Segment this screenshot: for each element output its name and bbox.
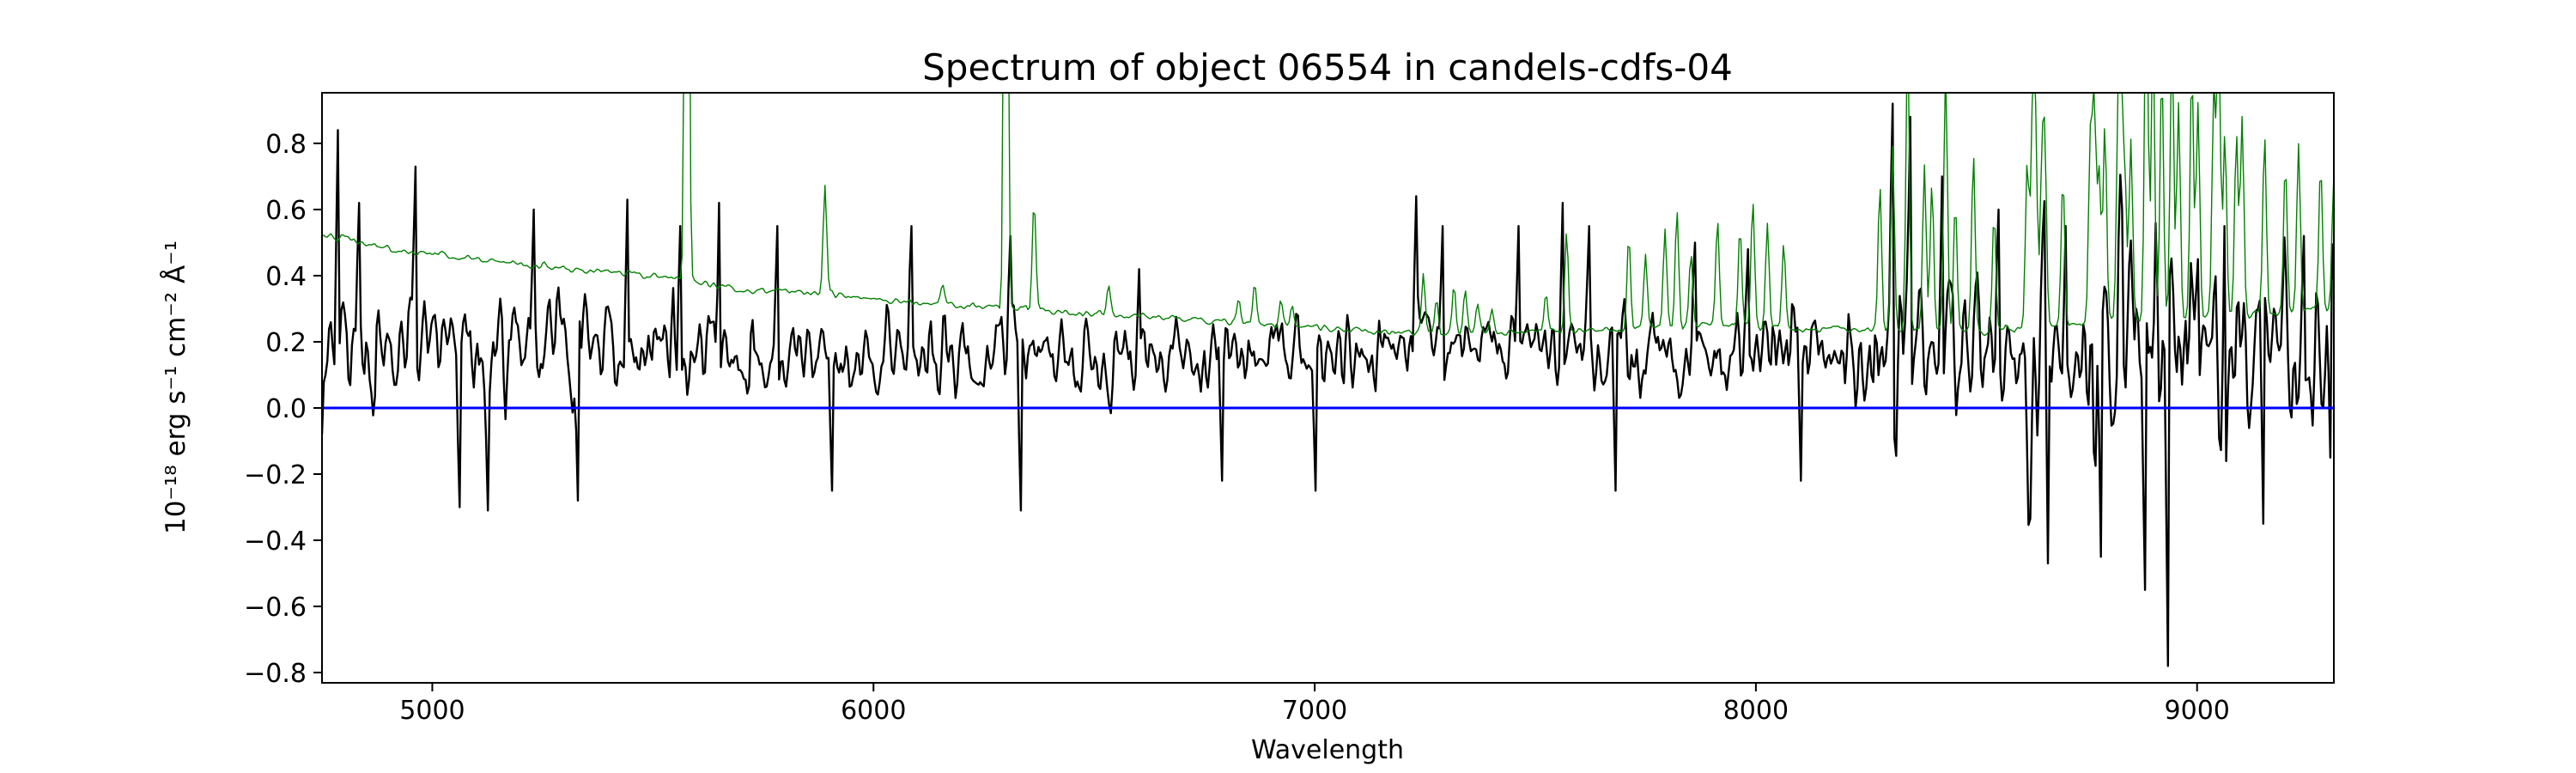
plot-border [321,92,2335,684]
y-tick-label: 0.8 [265,130,307,160]
x-tick-label: 6000 [841,696,906,726]
y-tick-label: 0.4 [265,262,307,292]
y-tick-label: −0.8 [244,659,307,689]
x-tick-label: 5000 [399,696,465,726]
x-axis-label: Wavelength [1251,735,1404,765]
y-tick-label: −0.2 [244,460,307,490]
y-tick-label: −0.6 [244,593,307,623]
chart-title: Spectrum of object 06554 in candels-cdfs… [922,46,1733,88]
x-tick-label: 7000 [1282,696,1347,726]
plot-area [322,93,2334,667]
y-tick-label: 0.0 [265,394,307,424]
y-tick-label: 0.2 [265,328,307,358]
x-tick-label: 9000 [2165,696,2230,726]
x-tick-label: 8000 [1723,696,1789,726]
object-flux-line [322,102,2334,667]
y-tick-label: −0.4 [244,526,307,557]
y-tick-label: 0.6 [265,196,307,226]
noise-spectrum-line [322,93,2334,337]
